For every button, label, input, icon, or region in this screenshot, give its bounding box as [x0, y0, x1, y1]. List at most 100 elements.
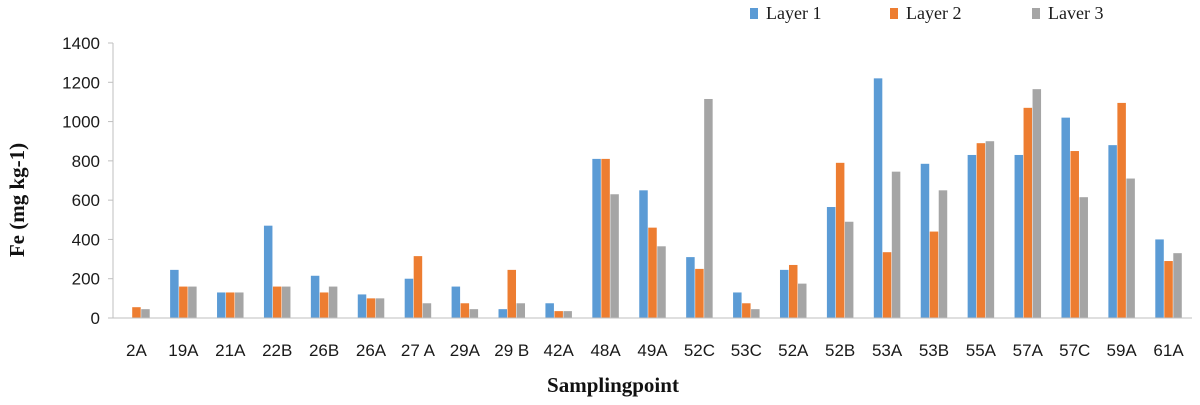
x-tick-label: 26A	[356, 341, 387, 360]
bar	[545, 303, 554, 318]
bar	[779, 269, 789, 318]
bar	[170, 269, 179, 318]
x-tick-label: 2A	[126, 341, 147, 360]
bar	[179, 286, 188, 318]
x-tick-label: 27 A	[401, 341, 436, 360]
bar	[1126, 178, 1135, 318]
bar	[413, 256, 423, 318]
bar	[217, 292, 226, 318]
bar	[554, 311, 563, 318]
bar	[657, 246, 666, 318]
x-tick-label: 19A	[168, 341, 199, 360]
y-tick-label: 1000	[62, 113, 100, 132]
bar	[366, 298, 376, 318]
bar	[375, 298, 385, 318]
bar	[592, 158, 601, 318]
y-tick-label: 600	[72, 191, 100, 210]
y-axis: 0 200 400 600 800 1000 1200 1400	[62, 34, 114, 328]
y-tick-label: 0	[91, 309, 100, 328]
bar	[835, 162, 845, 318]
bar	[788, 264, 798, 318]
bar	[733, 292, 742, 318]
bar	[648, 227, 657, 318]
bar	[610, 194, 619, 318]
bar	[1079, 197, 1088, 318]
bar	[844, 221, 854, 318]
bar	[460, 303, 470, 318]
bar	[132, 307, 141, 318]
bar	[695, 268, 704, 318]
y-tick-label: 1200	[62, 73, 100, 92]
legend-swatch	[1032, 8, 1040, 19]
bar	[263, 225, 273, 318]
bar	[891, 171, 901, 318]
x-tick-label: 29 B	[494, 341, 529, 360]
legend-swatch	[890, 8, 898, 19]
x-axis: 2A 19A 21A 22B 26B 26A 27 A 29A 29 B 42A 48A 49A 52C…	[113, 317, 1192, 360]
bar	[226, 292, 235, 318]
bar	[1117, 102, 1126, 319]
bar	[1023, 107, 1033, 318]
bar	[985, 141, 995, 318]
x-tick-label: 21A	[215, 341, 246, 360]
y-axis-title: Fe (mg kg-1)	[5, 143, 29, 257]
bar	[1061, 117, 1070, 319]
bar	[357, 294, 367, 318]
bar	[826, 207, 836, 318]
legend-swatch	[750, 8, 758, 19]
bar	[507, 269, 517, 318]
bar	[967, 154, 977, 318]
bar	[686, 257, 695, 318]
bar	[319, 292, 329, 318]
bar	[422, 303, 432, 318]
bar	[328, 286, 338, 318]
bar	[1070, 151, 1079, 318]
bar	[751, 309, 760, 318]
y-tick-label: 200	[72, 270, 100, 289]
bar	[516, 303, 526, 318]
x-tick-label: 48A	[590, 341, 621, 360]
bar	[704, 98, 713, 318]
bar	[563, 311, 572, 318]
bar	[310, 275, 320, 318]
x-tick-label: 42A	[544, 341, 575, 360]
bar	[141, 309, 150, 318]
bar	[1032, 89, 1042, 319]
bar	[1108, 145, 1117, 318]
bar	[920, 163, 930, 318]
y-tick-label: 400	[72, 230, 100, 249]
x-tick-label: 61A	[1153, 341, 1184, 360]
bar	[1164, 261, 1173, 318]
bar	[639, 190, 648, 318]
x-tick-label: 57A	[1013, 341, 1044, 360]
x-tick-label: 22B	[262, 341, 292, 360]
y-tick-label: 1400	[62, 34, 100, 53]
x-tick-label: 55A	[966, 341, 997, 360]
bar	[976, 143, 986, 318]
bar	[235, 292, 244, 318]
x-tick-label: 52C	[684, 341, 715, 360]
bar	[404, 278, 414, 318]
x-tick-label: 52A	[778, 341, 809, 360]
bar	[498, 309, 508, 318]
bar	[281, 286, 291, 318]
bar	[742, 303, 751, 318]
legend-label: Layer 2	[906, 3, 961, 23]
legend-label: Layer 1	[766, 3, 821, 23]
bar	[469, 309, 479, 318]
x-tick-label: 26B	[309, 341, 339, 360]
bar	[188, 286, 197, 318]
x-tick-label: 53B	[919, 341, 949, 360]
x-tick-label: 59A	[1107, 341, 1138, 360]
bar	[938, 190, 948, 318]
bar	[451, 286, 461, 318]
x-tick-label: 57C	[1059, 341, 1090, 360]
bar	[873, 78, 883, 318]
bar	[1173, 253, 1182, 318]
bar	[1014, 154, 1024, 318]
bar	[601, 158, 610, 318]
bar	[929, 231, 939, 318]
bar	[797, 283, 807, 318]
x-axis-title: Samplingpoint	[547, 373, 679, 397]
